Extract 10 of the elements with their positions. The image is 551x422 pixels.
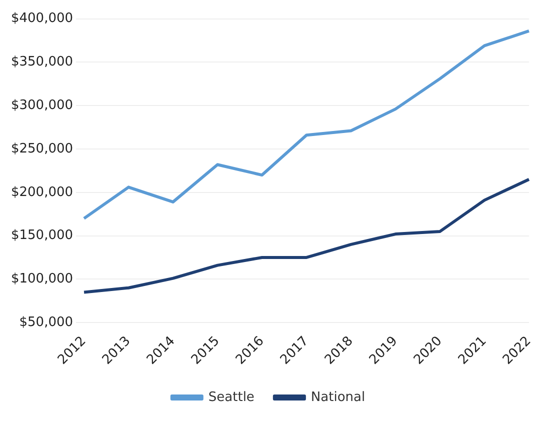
legend-label: Seattle: [208, 390, 254, 405]
y-tick-label: $350,000: [11, 54, 74, 70]
y-tick-label: $50,000: [19, 314, 74, 330]
y-tick-label: $250,000: [11, 141, 74, 156]
y-tick-label: $300,000: [11, 98, 74, 113]
legend-label: National: [310, 390, 366, 405]
y-tick-label: $400,000: [11, 11, 74, 26]
y-tick-label: $100,000: [11, 272, 74, 287]
y-tick-label: $200,000: [11, 184, 74, 200]
y-tick-label: $150,000: [11, 228, 74, 244]
